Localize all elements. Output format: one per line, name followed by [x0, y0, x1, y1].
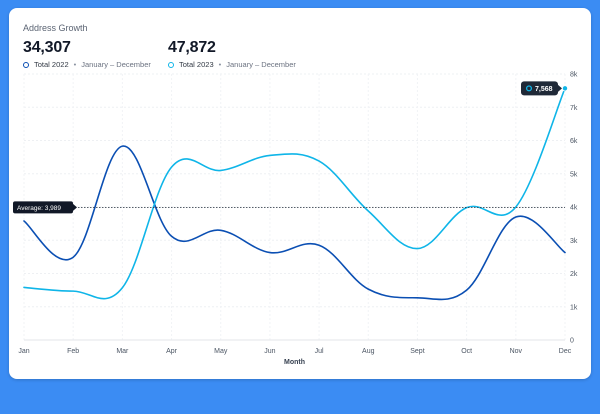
- stat-total-2022: 34,307 Total 2022 • January – December: [23, 39, 151, 69]
- x-tick-label: Jun: [264, 348, 275, 355]
- y-tick-label: 3k: [570, 238, 578, 245]
- tooltip-point-marker[interactable]: [562, 85, 569, 92]
- x-axis-title: Month: [284, 359, 305, 366]
- x-tick-label: Mar: [116, 348, 129, 355]
- y-tick-label: 7k: [570, 105, 578, 112]
- y-tick-label: 2k: [570, 271, 578, 278]
- y-tick-label: 6k: [570, 138, 578, 145]
- tooltip-pointer: [558, 84, 562, 92]
- x-tick-label: Dec: [559, 348, 572, 355]
- x-tick-label: May: [214, 348, 228, 355]
- separator-dot: •: [73, 60, 77, 69]
- legend-period-2022: January – December: [81, 60, 151, 69]
- chart-title: Address Growth: [23, 23, 88, 33]
- series-line-total-2023: [23, 87, 566, 300]
- stat-total-2023-value: 47,872: [168, 39, 216, 56]
- legend-item-2023[interactable]: Total 2023 • January – December: [168, 60, 296, 69]
- y-tick-label: 1k: [570, 304, 578, 311]
- legend-label-2022: Total 2022: [34, 60, 69, 69]
- series-line-total-2022: [23, 145, 566, 301]
- x-tick-label: Feb: [67, 348, 79, 355]
- y-tick-label: 8k: [570, 72, 578, 79]
- average-label: Average: 3,989: [17, 205, 61, 212]
- y-tick-label: 0: [570, 338, 574, 345]
- x-tick-label: Sept: [410, 348, 424, 355]
- average-label-background: [13, 201, 73, 214]
- circle-icon: [168, 61, 174, 68]
- legend-item-2022[interactable]: Total 2022 • January – December: [23, 60, 151, 69]
- separator-dot: •: [218, 60, 222, 69]
- legend-label-2023: Total 2023: [179, 60, 214, 69]
- circle-icon: [23, 61, 29, 68]
- chart-card: Address Growth 34,307 Total 2022 • Janua…: [9, 8, 591, 379]
- tooltip-background: [521, 81, 558, 96]
- tooltip-value: 7,568: [535, 86, 553, 93]
- x-tick-label: Aug: [362, 348, 375, 355]
- legend-period-2023: January – December: [226, 60, 296, 69]
- x-tick-label: Jul: [315, 348, 324, 355]
- x-tick-label: Nov: [510, 348, 523, 355]
- x-tick-label: Apr: [166, 348, 178, 355]
- stat-total-2023: 47,872 Total 2023 • January – December: [168, 39, 296, 69]
- y-tick-label: 4k: [570, 205, 578, 212]
- y-tick-label: 5k: [570, 171, 578, 178]
- stat-total-2022-value: 34,307: [23, 39, 71, 56]
- average-label-pointer: [73, 203, 77, 211]
- circle-icon: [525, 85, 533, 92]
- x-tick-label: Oct: [461, 348, 472, 355]
- x-tick-label: Jan: [18, 348, 29, 355]
